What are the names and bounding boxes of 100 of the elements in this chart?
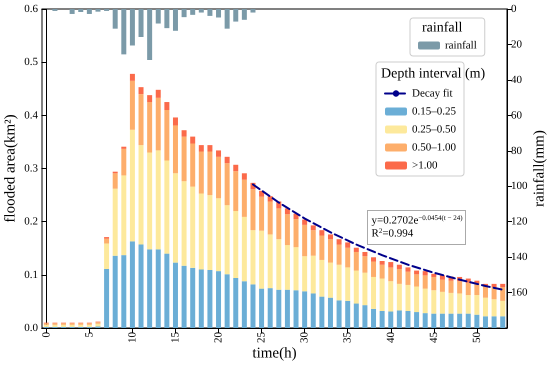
y2-tick-label: 140	[511, 251, 528, 264]
bar	[104, 268, 110, 328]
bar	[345, 248, 350, 268]
bar	[354, 252, 359, 271]
bar	[371, 262, 376, 277]
bar	[207, 151, 212, 196]
x-tick-label: 15	[169, 332, 182, 343]
bar	[182, 181, 187, 266]
bar	[328, 262, 333, 298]
bar	[474, 295, 480, 315]
bar	[138, 87, 144, 94]
y2-tick-label: 100	[511, 180, 528, 192]
bar	[336, 264, 342, 300]
bar	[95, 9, 100, 12]
bar	[259, 288, 264, 328]
bar	[104, 243, 110, 269]
bar	[422, 271, 428, 276]
bar	[172, 262, 178, 328]
bar	[190, 136, 196, 144]
y-tick-label: 0.1	[24, 268, 38, 281]
bar	[440, 280, 445, 292]
bar	[500, 316, 506, 328]
bar	[466, 295, 471, 314]
bar	[354, 304, 359, 328]
bar	[112, 188, 118, 256]
bar	[268, 234, 273, 288]
bar	[482, 286, 488, 298]
legend-label: >1.00	[412, 160, 438, 172]
bar	[112, 256, 118, 328]
bar	[198, 151, 204, 194]
bar	[104, 238, 110, 244]
bar	[224, 163, 230, 206]
bar	[164, 9, 170, 28]
bar	[380, 310, 385, 328]
bar	[156, 249, 161, 328]
bar	[431, 274, 436, 277]
bar	[354, 248, 359, 252]
bar	[147, 102, 152, 153]
bar	[457, 314, 462, 328]
y2-tick-label: 60	[511, 109, 522, 122]
bar	[207, 270, 212, 328]
bar	[431, 314, 436, 328]
bar	[492, 284, 497, 288]
y2-axis-title: rainfall(mm)	[532, 130, 548, 207]
y-tick-label: 0.5	[24, 56, 38, 68]
bar	[380, 261, 385, 265]
bar	[182, 136, 187, 182]
bar	[130, 241, 135, 328]
y-tick-label: 0.2	[24, 216, 38, 228]
bar	[250, 9, 256, 13]
bar	[396, 268, 402, 284]
bar	[138, 94, 144, 146]
bar	[388, 267, 394, 282]
bar	[414, 274, 420, 287]
bar	[371, 276, 376, 309]
bar	[474, 314, 480, 328]
bar	[336, 239, 342, 245]
bar	[302, 256, 308, 292]
annotation: rainfall	[422, 20, 463, 36]
bar	[156, 98, 161, 150]
x-tick-label: 40	[384, 332, 397, 343]
bar	[233, 164, 238, 172]
bar	[172, 117, 178, 126]
bar	[198, 145, 204, 152]
bar	[147, 152, 152, 250]
bar	[130, 80, 135, 130]
bar	[284, 214, 290, 246]
bar	[198, 270, 204, 328]
bar	[380, 278, 385, 311]
bar	[224, 274, 230, 328]
bar	[242, 173, 247, 180]
bar	[319, 235, 324, 260]
bar	[147, 9, 152, 60]
bar	[216, 9, 222, 18]
bar	[112, 173, 118, 189]
bar	[396, 284, 402, 310]
bar	[242, 216, 247, 282]
bar	[500, 300, 506, 316]
bar	[371, 257, 376, 262]
y2-tick-label: 20	[511, 38, 522, 50]
bar	[121, 175, 126, 256]
bar	[164, 102, 170, 110]
bar	[233, 278, 238, 328]
bar	[147, 95, 152, 102]
bar	[388, 262, 394, 268]
bar	[121, 148, 126, 176]
x-axis-title: time(h)	[252, 346, 297, 362]
bar	[302, 224, 308, 256]
bar	[190, 9, 196, 15]
bar	[121, 255, 126, 328]
bar	[328, 298, 333, 328]
x-tick-label: 20	[212, 332, 225, 343]
bar	[147, 249, 152, 328]
line-series	[252, 183, 504, 291]
bar	[138, 145, 144, 245]
bar	[482, 316, 488, 328]
bar	[396, 264, 402, 269]
bar	[345, 242, 350, 248]
bar	[422, 313, 428, 328]
bar	[380, 264, 385, 279]
